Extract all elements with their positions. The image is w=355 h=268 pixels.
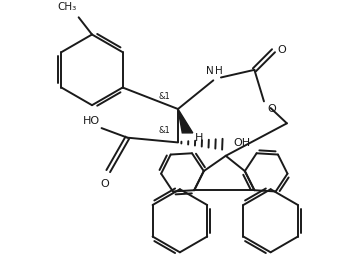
Text: &1: &1: [159, 126, 170, 135]
Text: N: N: [206, 66, 213, 76]
Text: &1: &1: [159, 92, 170, 101]
Text: HO: HO: [82, 116, 100, 126]
Text: H: H: [195, 133, 203, 143]
Text: H: H: [215, 66, 223, 76]
Text: O: O: [277, 45, 286, 55]
Text: O: O: [268, 104, 277, 114]
Text: CH₃: CH₃: [58, 2, 77, 12]
Polygon shape: [178, 109, 193, 133]
Text: OH: OH: [233, 138, 251, 148]
Text: O: O: [100, 179, 109, 189]
